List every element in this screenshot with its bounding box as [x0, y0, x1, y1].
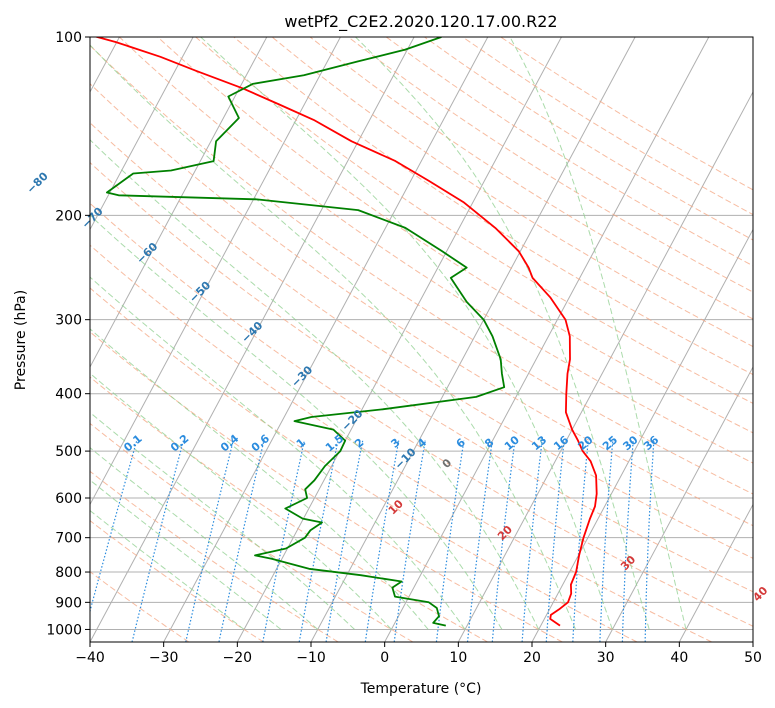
moist-adiabat-line	[90, 44, 577, 630]
x-tick-label: 40	[670, 650, 688, 666]
x-tick-label: −20	[223, 650, 253, 666]
mixing-ratio-line	[521, 440, 543, 642]
dry-adiabat-line	[90, 422, 414, 642]
y-tick-label: 500	[55, 444, 82, 460]
mixing-ratio-line	[298, 440, 339, 642]
isotherm-line	[605, 365, 753, 642]
dry-adiabat-line	[271, 37, 753, 348]
mixing-ratio-line	[262, 440, 305, 642]
mixing-ratio-line	[393, 440, 426, 642]
mixing-ratio-line	[364, 440, 400, 642]
isotherm-line	[90, 37, 415, 642]
mixing-ratio-line	[185, 440, 234, 642]
x-tick-label: 20	[523, 650, 541, 666]
isotherm-line	[457, 90, 753, 642]
isotherm-line	[678, 503, 753, 642]
mixing-ratio-line	[131, 440, 184, 642]
y-tick-label: 1000	[46, 622, 82, 638]
moist-adiabat-line	[90, 479, 282, 630]
plot-frame	[89, 36, 754, 643]
y-tick-label: 900	[55, 595, 82, 611]
dry-adiabat-line	[195, 37, 753, 404]
mixing-ratio-line	[325, 440, 364, 642]
reference-lines	[90, 37, 753, 642]
mixing-ratio-line	[644, 440, 655, 642]
x-tick-label: −10	[296, 650, 326, 666]
x-tick-label: −30	[149, 650, 179, 666]
x-tick-label: 0	[380, 650, 389, 666]
y-tick-label: 100	[55, 30, 82, 46]
dry-adiabat-line	[90, 202, 753, 627]
isotherm-line	[310, 37, 636, 642]
x-tick-label: 30	[597, 650, 615, 666]
y-tick-label: 800	[55, 565, 82, 581]
dry-adiabat-line	[90, 161, 753, 593]
isotherm-line	[384, 37, 710, 642]
dry-adiabat-line	[90, 44, 753, 495]
moist-adiabat-line	[90, 214, 503, 630]
dry-adiabat-line	[90, 520, 264, 642]
y-tick-label: 600	[55, 491, 82, 507]
moist-adiabat-line	[90, 276, 466, 630]
dry-adiabat-line	[119, 37, 753, 464]
dry-adiabat-line	[90, 287, 638, 642]
isotherm-line	[531, 228, 753, 642]
y-tick-label: 300	[55, 313, 82, 329]
mixing-ratio-line	[621, 440, 634, 642]
mixing-ratio-line	[90, 440, 138, 614]
x-axis-title: Temperature (°C)	[360, 681, 482, 697]
dry-adiabat-line	[90, 244, 712, 642]
dewpoint-profile-line	[106, 37, 506, 627]
isotherm-line	[163, 37, 489, 642]
dry-adiabat-line	[90, 470, 339, 642]
dry-adiabat-line	[90, 122, 753, 559]
dry-adiabat-line	[90, 571, 190, 642]
mixing-ratio-line	[491, 440, 516, 642]
moist-adiabat-line	[200, 37, 613, 630]
y-tick-label: 200	[55, 208, 82, 224]
y-tick-label: 400	[55, 387, 82, 403]
mixing-ratio-line	[545, 440, 565, 642]
y-axis-title: Pressure (hPa)	[13, 290, 29, 390]
moist-adiabat-line	[90, 372, 392, 630]
sounding-series	[93, 37, 598, 627]
x-tick-label: −40	[75, 650, 105, 666]
isotherm-line	[90, 37, 268, 369]
moist-adiabat-line	[509, 37, 687, 630]
x-tick-label: 10	[449, 650, 467, 666]
isotherm-line	[90, 37, 341, 506]
moist-adiabat-line	[90, 411, 355, 630]
y-tick-label: 700	[55, 531, 82, 547]
x-tick-label: 50	[744, 650, 762, 666]
mixing-ratio-line	[218, 440, 265, 642]
temperature-profile-line	[93, 37, 598, 627]
moist-adiabat-line	[90, 139, 540, 630]
mixing-ratio-line	[466, 440, 493, 642]
dry-adiabat-line	[90, 83, 753, 527]
isotherm-line	[90, 37, 194, 231]
chart-title: wetPf2_C2E2.2020.120.17.00.R22	[284, 12, 557, 32]
axes: −40 −30 −20 −10 0 10 20 30 40 50 100 200 300 400 500 60…	[46, 30, 762, 666]
mixing-ratio-line	[599, 440, 614, 642]
mixing-ratio-line	[435, 440, 465, 642]
isotherm-line	[236, 37, 562, 642]
dry-adiabat-line	[347, 37, 753, 293]
